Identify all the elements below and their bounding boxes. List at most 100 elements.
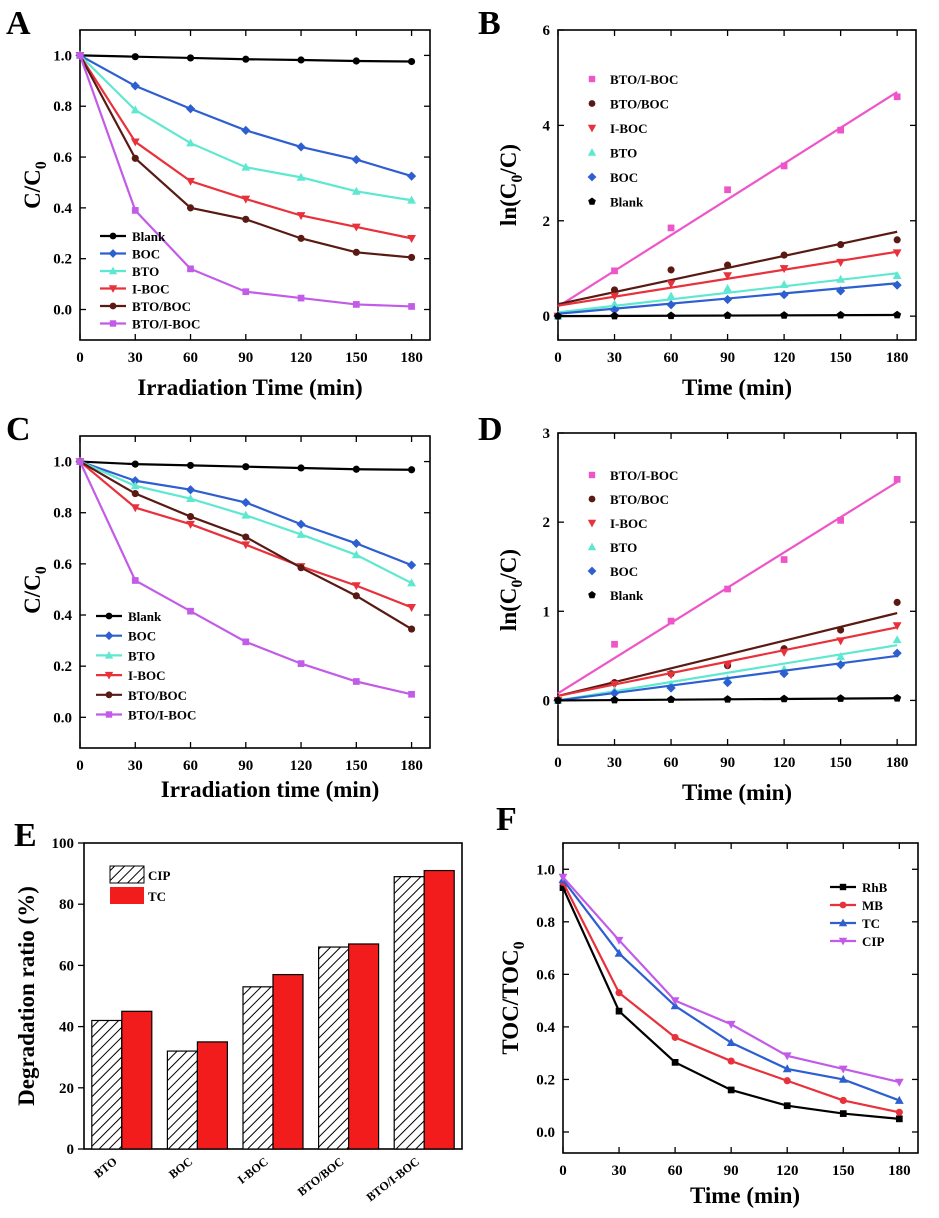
x-tick-label: 120 bbox=[290, 758, 313, 774]
data-point bbox=[727, 1057, 735, 1065]
y-tick-label: 80 bbox=[59, 897, 74, 913]
legend-marker bbox=[838, 937, 848, 946]
data-point bbox=[130, 504, 140, 513]
y-tick-label: 2 bbox=[543, 214, 551, 230]
legend-label: BTO bbox=[610, 540, 637, 555]
data-point bbox=[892, 280, 902, 290]
data-point bbox=[610, 695, 619, 704]
data-point bbox=[782, 1064, 792, 1073]
data-point bbox=[783, 1102, 791, 1110]
y-tick-label: 0.8 bbox=[536, 915, 555, 931]
data-point bbox=[131, 53, 139, 61]
legend-marker bbox=[587, 172, 597, 182]
data-point bbox=[895, 1108, 903, 1116]
bar bbox=[393, 876, 425, 1150]
data-point bbox=[296, 212, 306, 221]
data-point bbox=[836, 258, 846, 267]
data-point bbox=[351, 223, 361, 232]
data-point bbox=[614, 936, 624, 945]
data-point bbox=[241, 510, 251, 519]
data-point bbox=[185, 104, 196, 114]
data-point bbox=[351, 154, 361, 165]
panel-f: F 0 30 60 90 120 150 180 0.0 0.2 0.4 0.6 0.8 1.0 Time … bbox=[496, 801, 919, 1208]
plot-frame bbox=[79, 435, 431, 749]
x-tick-label: 180 bbox=[886, 350, 909, 366]
data-point bbox=[724, 585, 731, 593]
bar-group-boc: BOC bbox=[166, 1041, 228, 1181]
data-point bbox=[667, 224, 675, 232]
data-point bbox=[241, 497, 251, 508]
x-tick-label: 30 bbox=[612, 1163, 627, 1179]
plot-frame bbox=[557, 432, 917, 746]
data-point bbox=[130, 481, 140, 490]
data-point bbox=[837, 626, 845, 634]
series-tc bbox=[558, 875, 904, 1104]
y-tick-label: 0.4 bbox=[536, 1020, 555, 1036]
data-point bbox=[554, 311, 562, 320]
legend: RhB MB TC CIP bbox=[830, 880, 888, 949]
data-point bbox=[408, 690, 415, 698]
x-tick-label: 90 bbox=[720, 755, 735, 771]
y-tick-label: 0.0 bbox=[53, 710, 72, 726]
data-point bbox=[615, 1007, 623, 1015]
data-point bbox=[296, 529, 306, 538]
data-point bbox=[186, 204, 195, 212]
data-point bbox=[894, 1095, 904, 1104]
y-tick-label: 0.0 bbox=[53, 303, 72, 319]
data-point bbox=[408, 625, 416, 633]
legend-label: BTO/BOC bbox=[610, 97, 669, 112]
data-point bbox=[726, 1038, 736, 1047]
data-point bbox=[185, 485, 196, 495]
y-tick-label: 40 bbox=[59, 1020, 74, 1036]
series-rhb bbox=[559, 884, 903, 1123]
x-tick-label: 0 bbox=[76, 758, 84, 774]
x-axis-title: Time (min) bbox=[682, 375, 792, 400]
data-point bbox=[892, 270, 902, 279]
data-point bbox=[666, 683, 676, 693]
data-point bbox=[130, 105, 140, 114]
data-point bbox=[131, 154, 139, 162]
data-point bbox=[241, 541, 251, 550]
legend-label: BTO bbox=[132, 264, 159, 279]
bar bbox=[121, 1010, 153, 1150]
data-point bbox=[610, 311, 619, 320]
legend-label: BTO/I-BOC bbox=[610, 72, 678, 87]
y-tick-label: 0 bbox=[67, 1142, 75, 1158]
data-point bbox=[666, 291, 676, 300]
data-point bbox=[131, 577, 139, 584]
series-blank bbox=[76, 458, 416, 474]
data-point bbox=[666, 300, 676, 310]
legend-marker bbox=[109, 232, 117, 240]
data-point bbox=[779, 669, 789, 679]
panel-letter: E bbox=[14, 817, 37, 854]
x-tick-label: 30 bbox=[128, 758, 143, 774]
data-point bbox=[351, 550, 361, 559]
data-point bbox=[241, 125, 251, 135]
legend-label: CIP bbox=[148, 868, 170, 883]
data-point bbox=[893, 93, 901, 101]
data-point bbox=[611, 267, 618, 275]
bar bbox=[348, 943, 380, 1150]
x-tick-label: 60 bbox=[183, 758, 198, 774]
x-tick-label: 120 bbox=[776, 1163, 799, 1179]
legend-marker bbox=[588, 75, 596, 83]
data-point bbox=[836, 660, 846, 670]
y-tick-label: 0.2 bbox=[53, 659, 72, 675]
x-tick-label: 60 bbox=[664, 755, 679, 771]
legend-marker bbox=[104, 651, 114, 659]
data-point bbox=[558, 873, 568, 882]
data-point bbox=[724, 186, 731, 194]
x-tick-label: 30 bbox=[607, 755, 622, 771]
data-point bbox=[76, 52, 84, 59]
legend-marker bbox=[109, 320, 117, 327]
data-point bbox=[610, 286, 619, 294]
bar bbox=[423, 869, 455, 1150]
x-axis-title: Irradiation time (min) bbox=[161, 777, 379, 802]
panel-b: B 0 30 60 90 120 150 180 0 2 4 6 Time (min) ln(C0/C) B… bbox=[478, 5, 917, 400]
legend-marker bbox=[104, 671, 114, 680]
x-tick-label: 180 bbox=[886, 755, 909, 771]
panel-letter: F bbox=[496, 801, 517, 838]
x-axis-title: Time (min) bbox=[682, 780, 792, 805]
panel-letter: C bbox=[6, 411, 31, 448]
y-tick-label: 0.0 bbox=[536, 1125, 555, 1141]
